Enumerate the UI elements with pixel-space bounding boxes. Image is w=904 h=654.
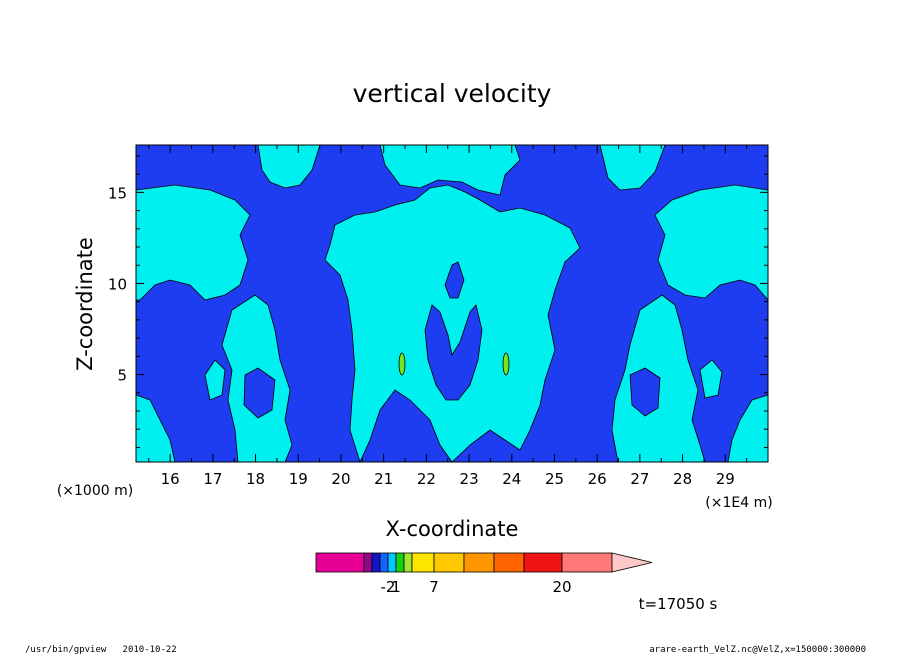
upwelling-region (136, 394, 176, 462)
colorbar-segment (463, 552, 495, 573)
colorbar-segment (315, 552, 365, 573)
x-tick-label: 20 (331, 470, 350, 488)
downwelling-region (243, 367, 276, 419)
upwelling-region (654, 184, 768, 301)
x-tick-label: 17 (203, 470, 222, 488)
colorbar-tick-label: -2 (381, 578, 396, 596)
colorbar-segment (395, 552, 405, 573)
x-tick-label: 21 (374, 470, 393, 488)
colorbar-segment (379, 552, 389, 573)
colorbar-segment (493, 552, 525, 573)
x-tick-label: 23 (460, 470, 479, 488)
footer-right: arare-earth_VelZ.nc@VelZ,x=150000:300000 (649, 645, 866, 654)
upwelling-region (379, 145, 521, 196)
x-tick-label: 29 (716, 470, 735, 488)
colorbar-segment (523, 552, 563, 573)
colorbar-segment (561, 552, 613, 573)
y-unit-label: (×1000 m) (57, 483, 133, 499)
upwelling-region (699, 359, 723, 399)
strong-updraft-region (398, 352, 406, 376)
upwelling-region (204, 359, 226, 401)
upwelling-region (324, 184, 581, 462)
x-axis-label: X-coordinate (386, 517, 519, 541)
colorbar-segment (371, 552, 381, 573)
downwelling-region (629, 367, 661, 417)
colorbar-segment (387, 552, 397, 573)
y-tick-label: 5 (117, 367, 127, 385)
x-axis: 16 17 18 19 20 21 22 23 24 25 26 27 28 29 (148, 145, 748, 488)
x-unit-label: (×1E4 m) (705, 495, 772, 511)
x-tick-label: 28 (673, 470, 692, 488)
upwelling-region (257, 145, 321, 189)
upwelling-region (136, 184, 251, 301)
colorbar-segment (411, 552, 435, 573)
colorbar: -21 7 20 (315, 552, 653, 596)
y-tick-label: 10 (108, 275, 127, 293)
contour-field (136, 145, 768, 462)
colorbar-tick-label: 20 (552, 578, 571, 596)
colorbar-tick-label: 1 (391, 578, 401, 596)
footer-left: /usr/bin/gpview 2010-10-22 (25, 645, 177, 654)
y-tick-label: 15 (108, 184, 127, 202)
x-tick-label: 19 (289, 470, 308, 488)
colorbar-extension (611, 552, 653, 573)
upwelling-region (599, 145, 666, 191)
colorbar-segment (403, 552, 413, 573)
x-tick-label: 22 (417, 470, 436, 488)
x-tick-label: 27 (630, 470, 649, 488)
y-axis-label: Z-coordinate (73, 237, 97, 371)
plot-frame (135, 144, 769, 463)
colorbar-tick-label: 7 (429, 578, 439, 596)
strong-updraft-region (502, 352, 510, 376)
downwelling-region (424, 304, 483, 401)
upwelling-region (727, 394, 768, 462)
y-axis: 5 10 15 (108, 155, 768, 448)
downwelling-region (444, 261, 465, 299)
colorbar-segment (363, 552, 373, 573)
x-tick-label: 26 (588, 470, 607, 488)
colorbar-segment (433, 552, 465, 573)
x-tick-label: 25 (545, 470, 564, 488)
time-label: t=17050 s (639, 595, 718, 613)
x-tick-label: 18 (246, 470, 265, 488)
x-tick-label: 16 (161, 470, 180, 488)
chart-title: vertical velocity (353, 79, 552, 108)
x-tick-label: 24 (502, 470, 521, 488)
